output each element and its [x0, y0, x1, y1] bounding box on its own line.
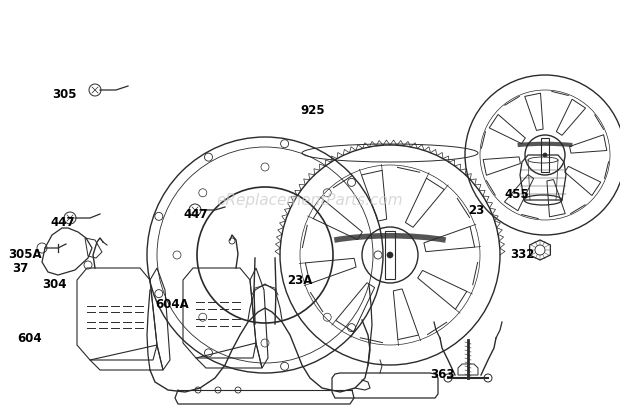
- Text: 332: 332: [510, 247, 534, 260]
- Text: 455: 455: [504, 188, 529, 202]
- Text: 447: 447: [183, 207, 208, 220]
- Text: 305A: 305A: [8, 249, 42, 262]
- Text: 604: 604: [17, 332, 42, 345]
- Text: 23A: 23A: [287, 273, 312, 286]
- Text: 447: 447: [50, 215, 74, 228]
- Text: 304: 304: [42, 279, 66, 292]
- Text: 37: 37: [12, 262, 29, 275]
- Text: 305: 305: [52, 89, 76, 102]
- Text: 925: 925: [300, 104, 325, 117]
- Circle shape: [543, 153, 547, 157]
- Text: eReplacementParts.com: eReplacementParts.com: [216, 192, 404, 207]
- Text: 363: 363: [430, 369, 454, 382]
- Circle shape: [387, 252, 393, 258]
- Text: 23: 23: [468, 203, 484, 217]
- Text: 604A: 604A: [155, 298, 188, 311]
